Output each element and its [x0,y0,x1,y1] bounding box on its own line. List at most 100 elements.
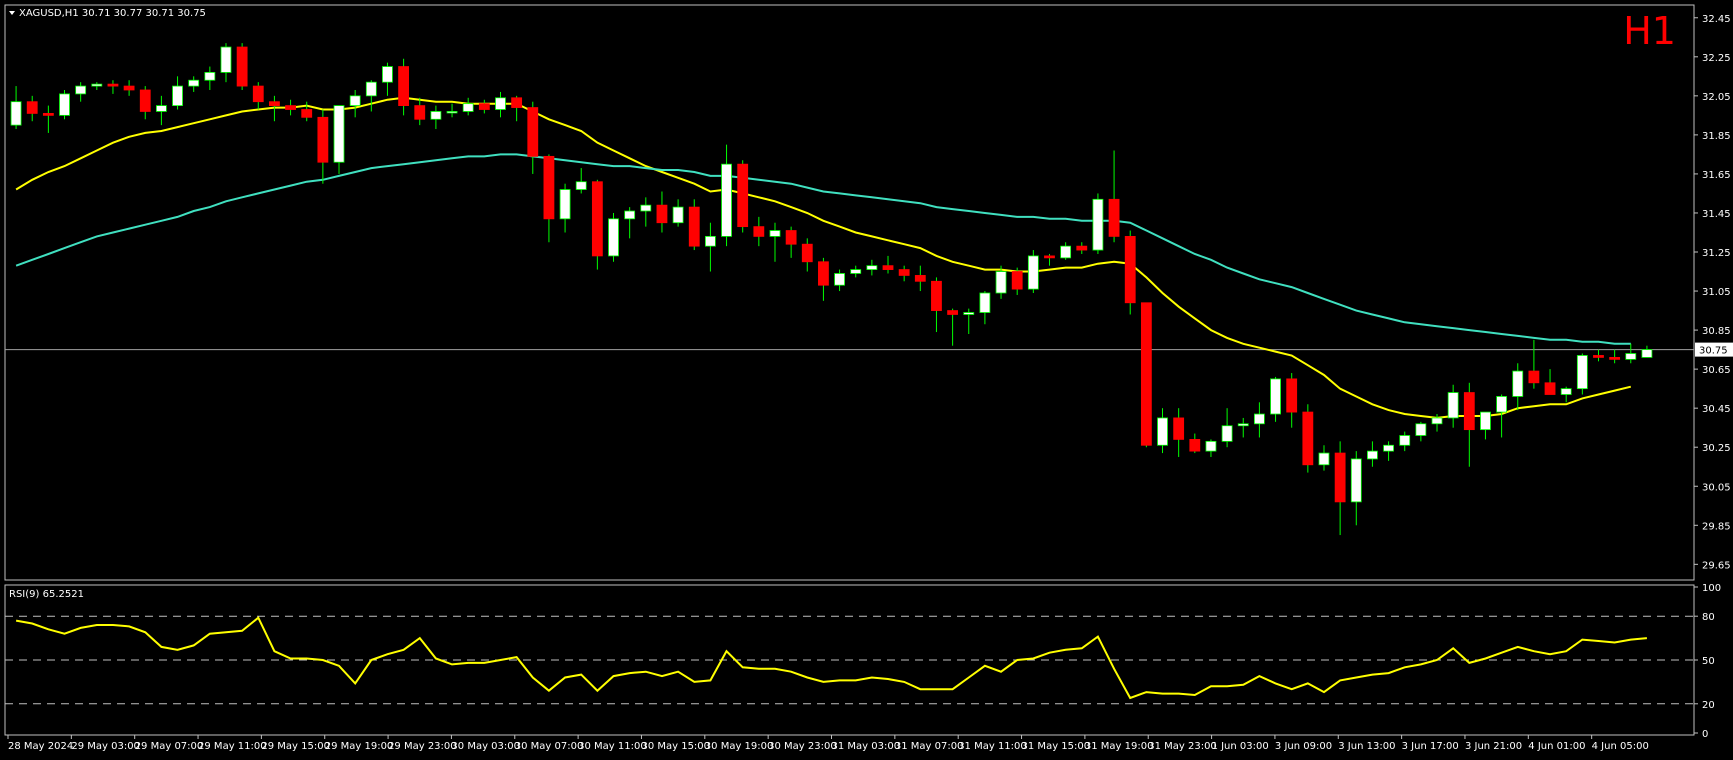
time-tick-label: 31 May 03:00 [832,741,901,752]
candle-bull [495,97,506,110]
candle-bear [511,97,523,108]
candle-bull [188,79,200,87]
candle-bull [1496,396,1508,413]
candle-bear [527,107,539,157]
candle-bull [204,72,216,81]
candle-bull [1237,423,1249,427]
candle-bull [1447,392,1459,419]
candle-bear [688,206,700,247]
price-tick-label: 31.45 [1702,209,1731,220]
candle-bear [1593,355,1604,358]
time-tick-label: 30 May 03:00 [451,741,520,752]
current-price-label: 30.75 [1699,346,1728,357]
candle-bear [898,269,910,276]
candle-bull [1157,417,1168,446]
candle-bull [575,181,587,190]
candle-bull [1060,245,1072,259]
price-tick-label: 30.25 [1702,443,1731,454]
candle-bull [672,206,684,224]
candle-bull [559,189,571,220]
rsi-tick-label: 20 [1702,700,1715,711]
candle-bear [478,103,490,110]
candle-bear [1302,411,1314,466]
candle-bear [1189,439,1201,452]
candle-bull [1270,378,1281,415]
candle-bull [430,111,442,120]
candle-bull [75,85,87,95]
candle-bull [850,269,862,274]
candle-bull [1415,423,1427,436]
price-tick-label: 30.65 [1702,365,1731,376]
rsi-tick-label: 100 [1702,583,1721,594]
candle-bear [818,261,829,286]
candle-bull [1480,411,1491,431]
candle-bear [801,243,813,263]
candle-bear [785,230,797,245]
price-tick-label: 31.25 [1702,248,1731,259]
time-tick-label: 1 Jun 03:00 [1212,741,1269,752]
candle-bull [979,292,991,313]
rsi-tick-label: 0 [1702,729,1708,740]
time-tick-label: 3 Jun 21:00 [1465,741,1522,752]
price-tick-label: 32.45 [1702,14,1731,25]
candle-bear [1124,235,1136,304]
candle-bear [398,66,410,107]
candle-bear [1463,392,1475,431]
candle-bear [1076,245,1088,251]
candle-bull [155,105,167,112]
time-tick-label: 4 Jun 01:00 [1528,741,1585,752]
candle-bear [591,181,603,257]
candle-bear [252,85,264,103]
candle-bull [349,95,361,107]
candle-bull [365,81,377,97]
candle-bull [91,83,103,87]
candle-bear [285,105,296,110]
candle-bull [624,210,636,220]
candle-bear [1011,271,1023,290]
price-tick-label: 29.65 [1702,560,1731,571]
time-tick-label: 30 May 07:00 [515,741,584,752]
symbol-dropdown-icon[interactable] [9,11,15,15]
candle-bear [1044,255,1055,259]
candle-bull [866,265,878,270]
price-tick-label: 32.25 [1702,53,1731,64]
price-tick-label: 30.85 [1702,326,1731,337]
time-tick-label: 29 May 23:00 [388,741,457,752]
candle-bull [608,218,619,257]
candle-bear [1140,302,1152,446]
candle-bear [1173,417,1185,440]
candle-bear [882,265,894,270]
candle-bull [59,93,70,116]
time-tick-label: 31 May 11:00 [958,741,1027,752]
candle-bull [1512,370,1524,397]
candle-bear [269,101,280,107]
candle-bear [123,85,135,91]
time-tick-label: 28 May 2024 [8,741,73,752]
time-tick-label: 31 May 15:00 [1022,741,1091,752]
candle-bear [753,226,765,237]
candle-bear [914,275,926,282]
price-tick-label: 31.65 [1702,170,1731,181]
candle-bear [1528,370,1540,384]
price-tick-label: 30.05 [1702,482,1731,493]
candle-bull [446,111,458,114]
candle-bear [414,105,426,120]
rsi-tick-label: 80 [1702,612,1715,623]
timeframe-badge: H1 [1623,9,1676,53]
candle-bear [236,46,248,87]
candle-bear [26,101,38,114]
price-tick-label: 31.05 [1702,287,1731,298]
time-tick-label: 3 Jun 17:00 [1402,741,1459,752]
candle-bull [382,66,393,83]
candle-bull [1221,425,1233,442]
candle-bull [1367,450,1378,460]
symbol-info-label: XAGUSD,H1 30.71 30.77 30.71 30.75 [19,8,206,19]
candle-bear [1334,452,1346,503]
price-panel-frame [4,4,1695,581]
ma-slow-line [15,153,1631,345]
candle-bull [1383,444,1394,452]
time-tick-label: 30 May 11:00 [578,741,647,752]
